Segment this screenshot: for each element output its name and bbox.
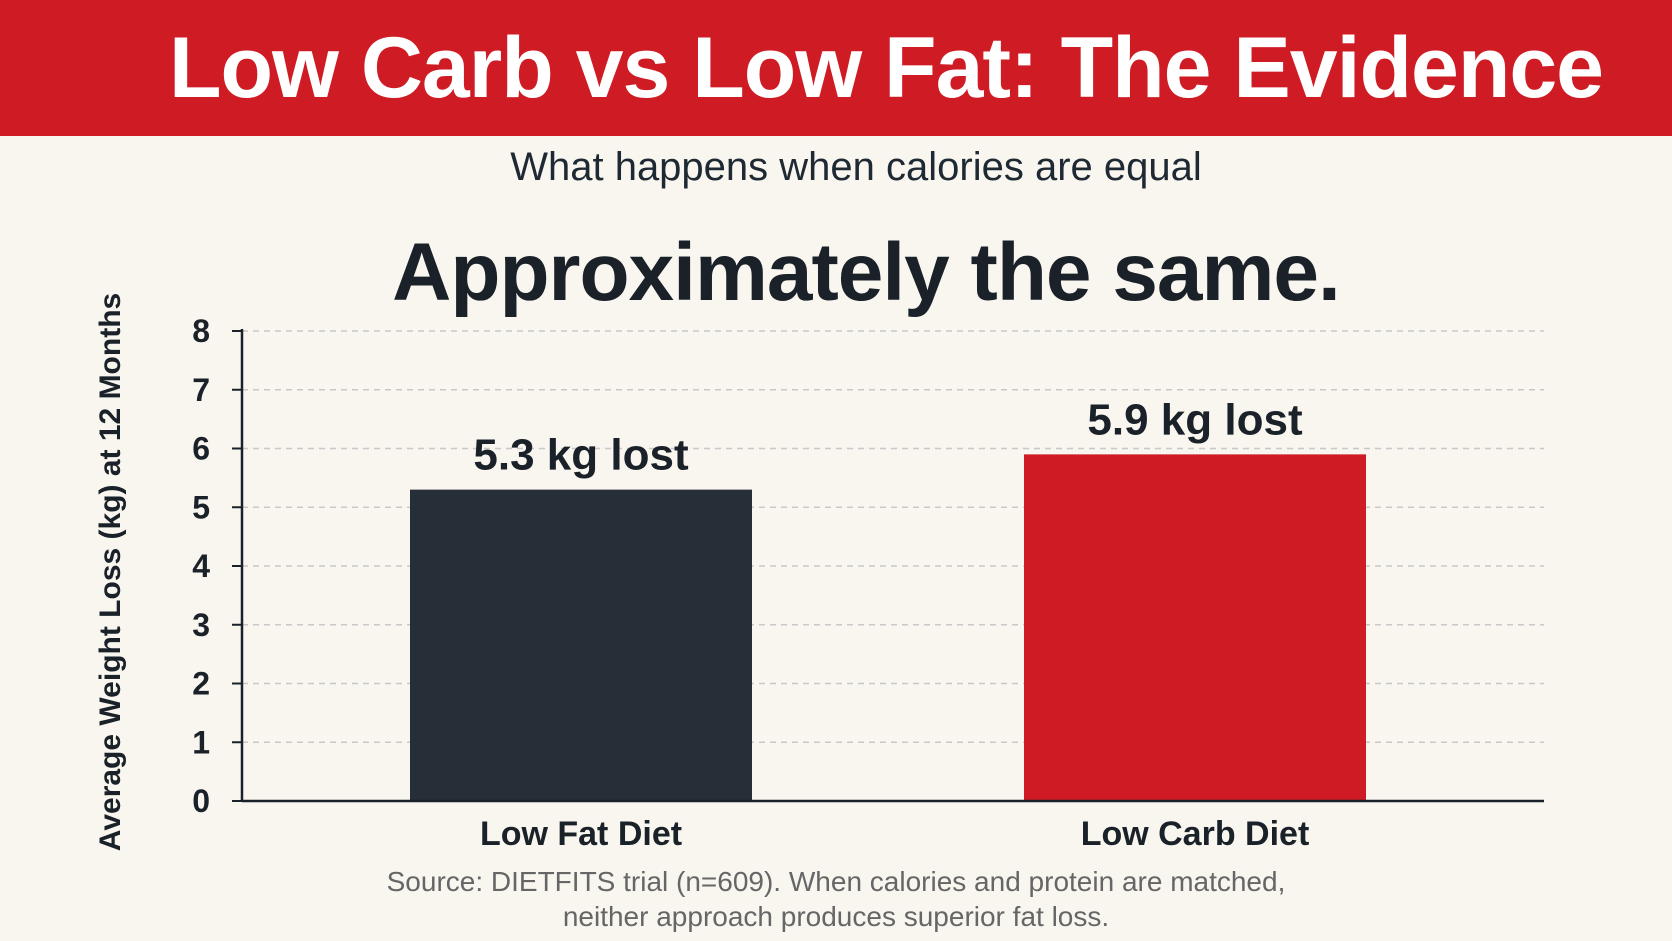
x-category-label: Low Carb Diet — [1081, 815, 1310, 853]
y-tick-label: 3 — [192, 607, 210, 643]
y-tick-label: 2 — [192, 666, 210, 702]
x-category-label: Low Fat Diet — [480, 815, 682, 853]
source-line-1: Source: DIETFITS trial (n=609). When cal… — [386, 866, 1286, 897]
y-tick-label: 6 — [192, 431, 210, 467]
source-line-2: neither approach produces superior fat l… — [562, 901, 1110, 932]
chart-headline: Approximately the same. — [392, 227, 1341, 318]
y-axis-label: Average Weight Loss (kg) at 12 Months — [94, 293, 127, 851]
gridlines — [242, 330, 1544, 743]
y-tick-label: 0 — [192, 783, 210, 819]
title-banner — [0, 0, 1672, 136]
y-tick-label: 7 — [192, 372, 210, 408]
data-label: 5.9 kg lost — [1087, 395, 1303, 444]
chart-subtitle: What happens when calories are equal — [510, 145, 1202, 189]
y-tick-label: 1 — [192, 724, 210, 760]
data-label: 5.3 kg lost — [473, 431, 689, 480]
y-tick-label: 4 — [192, 548, 210, 584]
y-tick-label: 5 — [192, 489, 210, 525]
source-note: Source: DIETFITS trial (n=609). When cal… — [0, 864, 1672, 934]
chart-title: Low Carb vs Low Fat: The Evidence — [168, 19, 1604, 116]
bars — [410, 454, 1366, 801]
bar-low-carb-diet — [1024, 454, 1366, 801]
axes — [232, 329, 1544, 803]
bar-low-fat-diet — [410, 489, 752, 801]
labels: 0 1 2 3 4 5 6 7 8 5.3 kg lost Low Fat Diet 5.9 kg l… — [192, 313, 1309, 853]
y-tick-label: 8 — [192, 313, 210, 349]
